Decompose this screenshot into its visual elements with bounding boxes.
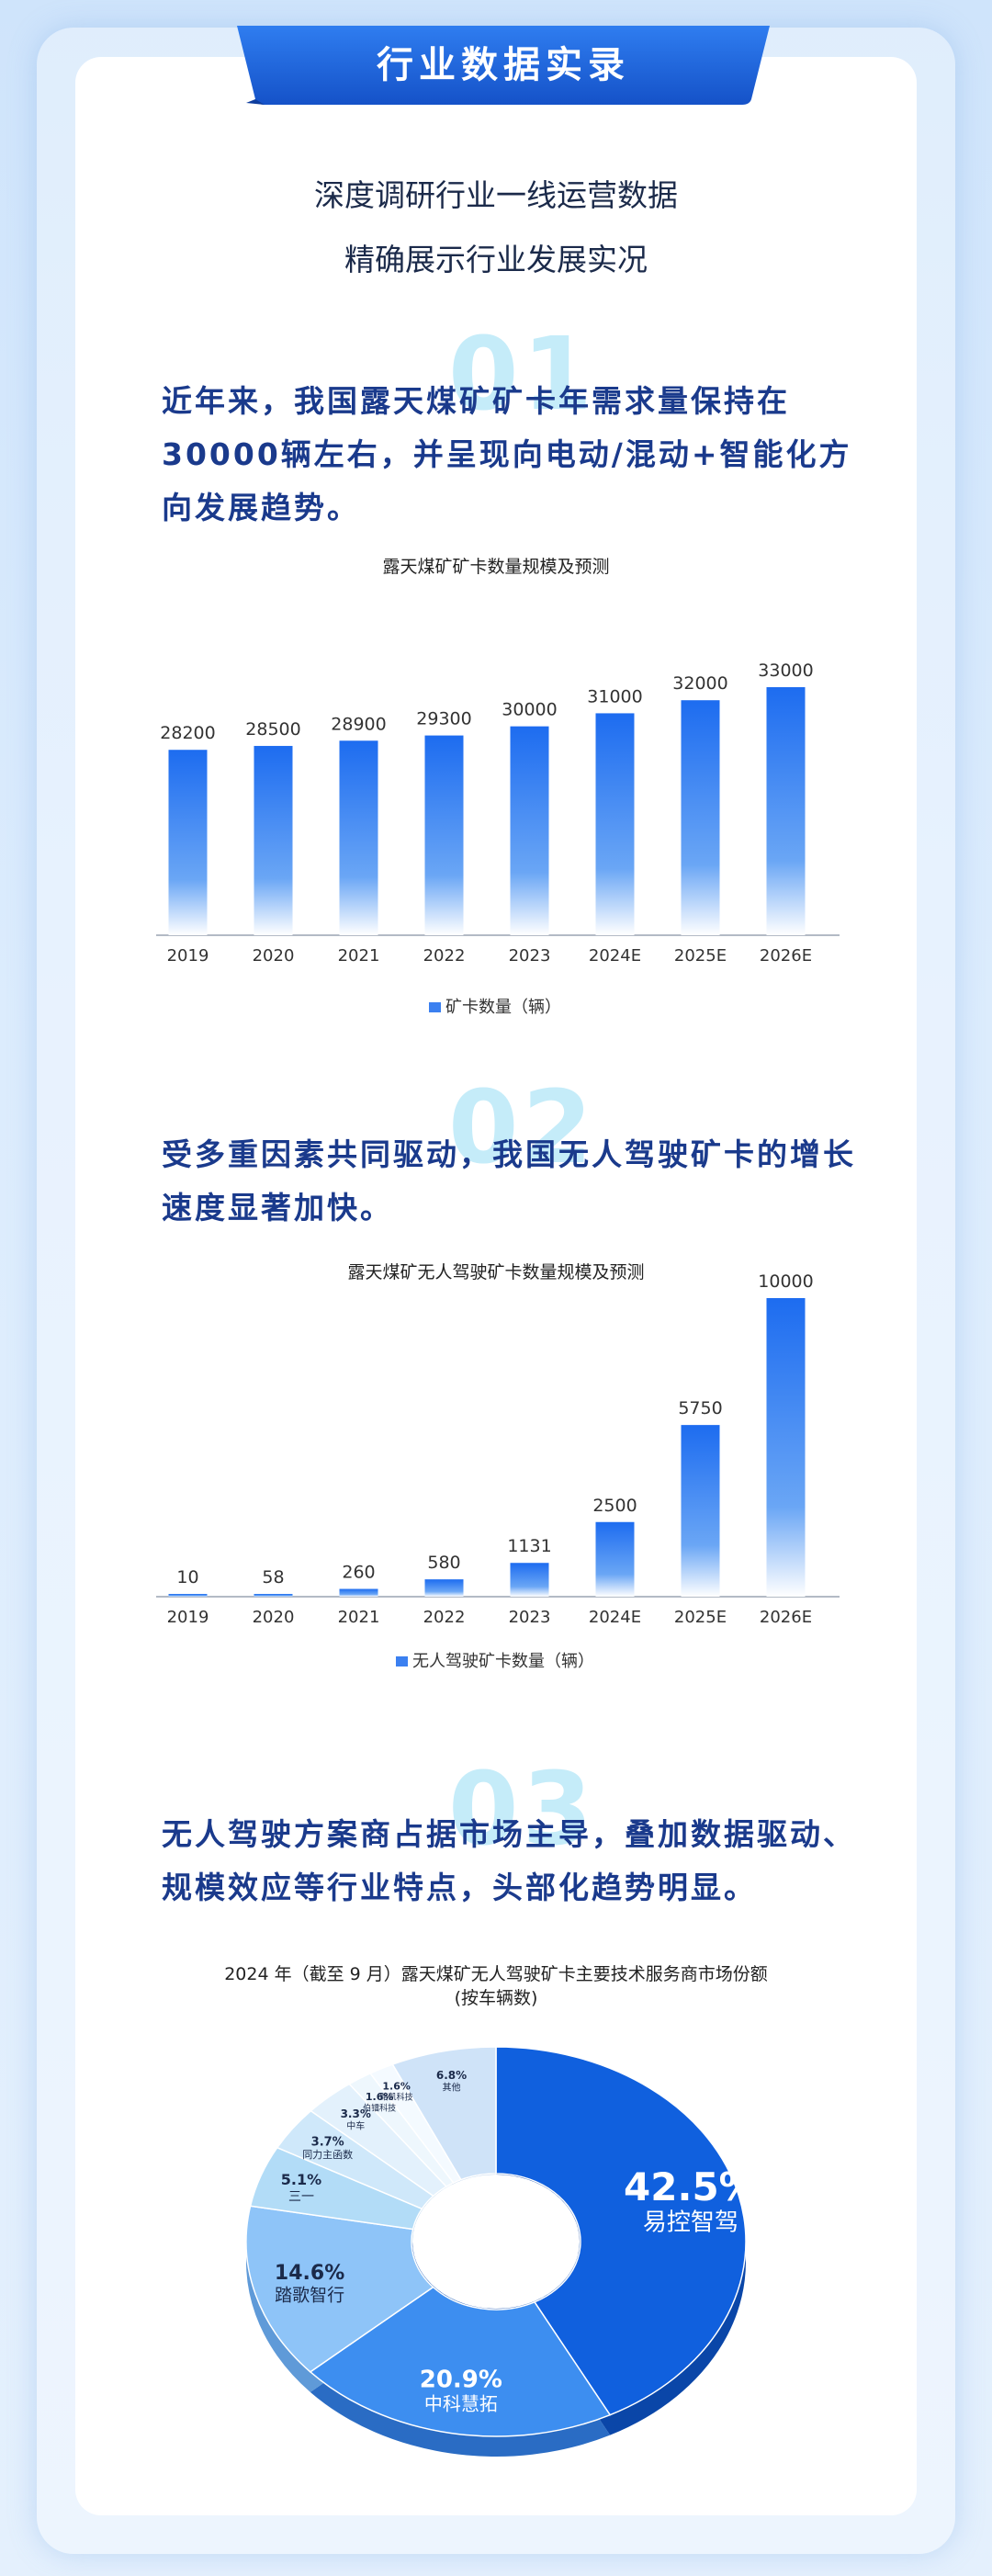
- chart3-title-line-1: 2024 年（截至 9 月）露天煤矿无人驾驶矿卡主要技术服务商市场份额: [224, 1964, 768, 1984]
- slice-其他: [391, 2046, 497, 2181]
- data-label: 30000: [502, 700, 557, 720]
- x-tick-label: 2025E: [674, 946, 727, 966]
- slice-value-label: 14.6%: [275, 2262, 344, 2285]
- data-label: 29300: [416, 709, 471, 729]
- legend-swatch: [429, 1002, 441, 1012]
- data-label: 28900: [331, 714, 386, 734]
- chart3-donut-chart: 42.5%易控智驾 20.9%中科慧拓 14.6%踏歌智行 5.1%三一 3.7%同力主…: [245, 2046, 758, 2457]
- slice-中科慧拓: [309, 2286, 612, 2437]
- slice-name-label: 同力主函数: [302, 2149, 353, 2161]
- slice-value-label: 1.6%: [366, 2091, 394, 2103]
- bar-2026E: [766, 1298, 806, 1597]
- x-tick-label: 2022: [423, 946, 466, 966]
- slice-踏歌智行: [245, 2205, 434, 2373]
- bar-2022: [424, 735, 464, 935]
- legend-label: 矿卡数量（辆）: [445, 998, 561, 1017]
- x-tick-label: 2019: [167, 946, 209, 966]
- chart3-title-line-2: (按车辆数): [454, 1988, 538, 2008]
- slice-value-label: 42.5%: [624, 2164, 758, 2209]
- legend-label: 无人驾驶矿卡数量（辆）: [412, 1652, 594, 1671]
- legend-swatch: [396, 1656, 408, 1666]
- donut-hole: [412, 2175, 580, 2309]
- data-label: 10: [176, 1567, 198, 1587]
- slice-name-label: 易控智驾: [643, 2209, 738, 2236]
- slice-value-label: 3.3%: [341, 2107, 371, 2120]
- section-number-02: 02: [448, 1068, 597, 1186]
- x-tick-label: 2020: [253, 946, 295, 966]
- bar-2023: [510, 726, 549, 935]
- data-label: 33000: [758, 661, 813, 681]
- bar-2023: [510, 1563, 549, 1597]
- data-label: 58: [262, 1567, 284, 1587]
- data-label: 260: [342, 1563, 375, 1583]
- section-text-01: 近年来，我国露天煤矿矿卡年需求量保持在30000辆左右，并呈现向电动/混动+智能…: [162, 383, 852, 525]
- bar-2020: [254, 745, 293, 935]
- bar-2022: [424, 1579, 464, 1597]
- slice-value-label: 1.6%: [382, 2080, 411, 2092]
- slice-name-label: 踏歌智行: [275, 2286, 344, 2306]
- x-tick-label: 2023: [509, 946, 551, 966]
- chart1-title: 露天煤矿矿卡数量规模及预测: [382, 557, 610, 577]
- section-number-03: 03: [448, 1750, 597, 1868]
- bar-2020: [254, 1594, 293, 1597]
- data-label: 31000: [587, 686, 642, 706]
- chart2-title: 露天煤矿无人驾驶矿卡数量规模及预测: [347, 1262, 645, 1282]
- slice-易控智驾: [495, 2046, 747, 2416]
- data-label: 2500: [592, 1496, 637, 1516]
- x-tick-label: 2023: [509, 1608, 551, 1627]
- data-label: 1131: [507, 1536, 551, 1556]
- chart2-bar-chart: 10 2019 58 2020 260 2021 580 2022 1131 2023 2500 20…: [156, 1271, 840, 1671]
- data-label: 28200: [160, 723, 215, 743]
- x-tick-label: 2021: [338, 946, 380, 966]
- slice-value-label: 6.8%: [436, 2069, 467, 2082]
- section-text-03: 无人驾驶方案商占据市场主导，叠加数据驱动、规模效应等行业特点，头部化趋势明显。: [162, 1816, 856, 1905]
- x-tick-label: 2024E: [589, 946, 641, 966]
- slice-name-label: 三一: [288, 2189, 314, 2204]
- chart1-bar-chart: 28200 2019 28500 2020 28900 2021 29300 2022 3000…: [156, 661, 840, 1017]
- slice-value-label: 3.7%: [311, 2135, 344, 2149]
- slice-value-label: 5.1%: [281, 2171, 321, 2188]
- header-banner: [237, 26, 770, 105]
- slice-name-label: 伯镭科技: [363, 2102, 396, 2113]
- section-text-02: 受多重因素共同驱动，我国无人驾驶矿卡的增长速度显著加快。: [162, 1136, 856, 1226]
- x-tick-label: 2020: [253, 1608, 295, 1627]
- bar-2026E: [766, 687, 806, 935]
- x-tick-label: 2022: [423, 1608, 466, 1627]
- data-label: 28500: [245, 719, 300, 740]
- slice-name-label: 其他: [443, 2082, 461, 2094]
- bar-2019: [168, 750, 208, 935]
- intro-line-1: 深度调研行业一线运营数据: [314, 177, 678, 213]
- bar-2024E: [595, 713, 635, 935]
- data-label: 5750: [678, 1398, 722, 1418]
- x-tick-label: 2026E: [760, 946, 812, 966]
- bar-2025E: [681, 1425, 720, 1597]
- data-label: 10000: [758, 1271, 813, 1292]
- bar-2021: [339, 1588, 378, 1597]
- bar-2021: [339, 740, 378, 935]
- bar-2024E: [595, 1521, 635, 1597]
- slice-value-label: 20.9%: [420, 2366, 502, 2393]
- x-tick-label: 2025E: [674, 1608, 727, 1627]
- intro-line-2: 精确展示行业发展实况: [344, 242, 648, 277]
- bar-2025E: [681, 700, 720, 935]
- x-tick-label: 2024E: [589, 1608, 641, 1627]
- slice-name-label: 路凯科技: [380, 2092, 413, 2103]
- slice-name-label: 中科慧拓: [424, 2392, 498, 2414]
- section-number-01: 01: [448, 315, 597, 433]
- x-tick-label: 2019: [167, 1608, 209, 1627]
- slice-name-label: 中车: [346, 2119, 365, 2131]
- data-label: 580: [427, 1553, 460, 1573]
- bar-2019: [168, 1594, 208, 1597]
- data-label: 32000: [672, 673, 727, 694]
- page-title: 行业数据实录: [377, 44, 630, 86]
- x-tick-label: 2021: [338, 1608, 380, 1627]
- x-tick-label: 2026E: [760, 1608, 812, 1627]
